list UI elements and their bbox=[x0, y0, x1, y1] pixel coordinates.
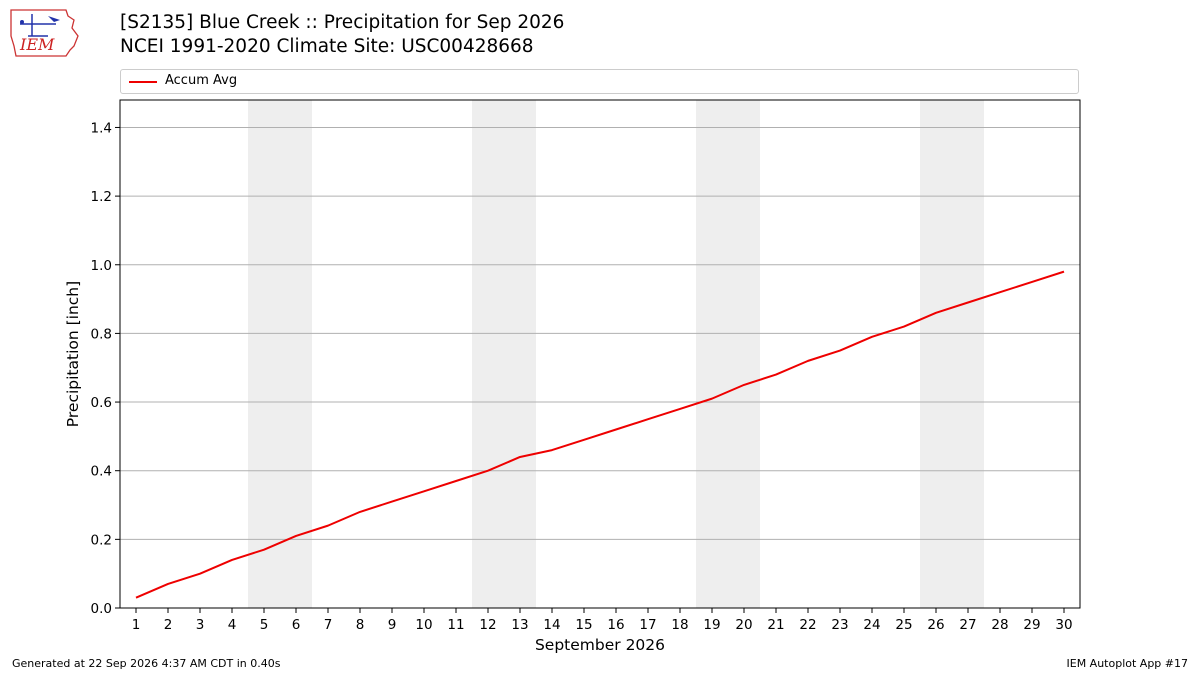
x-axis-ticks: 1 2 3 4 5 6 7 8 9 10 11 12 13 14 15 16 17 18 19 20 21 22 23 24 2… bbox=[132, 608, 1073, 633]
x-tick-label: 26 bbox=[927, 617, 944, 633]
y-axis-label: Precipitation [inch] bbox=[64, 281, 82, 427]
chart-subtitle: NCEI 1991-2020 Climate Site: USC00428668 bbox=[120, 36, 534, 57]
x-tick-label: 11 bbox=[447, 617, 464, 633]
x-tick-label: 7 bbox=[324, 617, 333, 633]
x-tick-label: 6 bbox=[292, 617, 301, 633]
x-tick-label: 15 bbox=[575, 617, 592, 633]
y-tick-label: 1.4 bbox=[91, 120, 112, 136]
x-tick-label: 14 bbox=[543, 617, 560, 633]
generated-timestamp: Generated at 22 Sep 2026 4:37 AM CDT in … bbox=[12, 657, 281, 670]
x-tick-label: 27 bbox=[959, 617, 976, 633]
logo-text: IEM bbox=[19, 35, 55, 54]
x-tick-label: 13 bbox=[511, 617, 528, 633]
legend-label-accum-avg: Accum Avg bbox=[165, 73, 238, 88]
x-tick-label: 29 bbox=[1023, 617, 1040, 633]
weekend-band-3 bbox=[696, 100, 760, 608]
series-line-accum-avg bbox=[135, 270, 1065, 599]
x-tick-label: 8 bbox=[356, 617, 365, 633]
x-tick-label: 16 bbox=[607, 617, 624, 633]
x-tick-label: 20 bbox=[735, 617, 752, 633]
y-tick-label: 0.2 bbox=[91, 532, 112, 548]
y-tick-label: 0.8 bbox=[91, 326, 112, 342]
x-tick-label: 5 bbox=[260, 617, 269, 633]
series-layer bbox=[135, 270, 1065, 599]
y-axis-ticks: 0.0 0.2 0.4 0.6 0.8 1.0 1.2 1.4 bbox=[91, 120, 120, 617]
x-tick-label: 25 bbox=[895, 617, 912, 633]
y-tick-label: 1.2 bbox=[91, 189, 112, 205]
x-tick-label: 23 bbox=[831, 617, 848, 633]
x-tick-label: 1 bbox=[132, 617, 141, 633]
chart-title: [S2135] Blue Creek :: Precipitation for … bbox=[120, 12, 565, 33]
x-tick-label: 10 bbox=[415, 617, 432, 633]
legend: Accum Avg bbox=[120, 69, 1079, 94]
grid-lines bbox=[120, 126, 1080, 540]
x-tick-label: 18 bbox=[671, 617, 688, 633]
weekend-band-1 bbox=[248, 100, 312, 608]
x-axis-label: September 2026 bbox=[535, 636, 665, 654]
x-tick-label: 3 bbox=[196, 617, 205, 633]
app-label: IEM Autoplot App #17 bbox=[1066, 657, 1189, 670]
legend-swatch-accum-avg bbox=[129, 81, 157, 83]
y-tick-label: 0.6 bbox=[91, 395, 112, 411]
y-tick-label: 1.0 bbox=[91, 258, 112, 274]
plot-frame bbox=[119, 99, 1081, 609]
y-tick-label: 0.4 bbox=[91, 464, 112, 480]
x-tick-label: 9 bbox=[388, 617, 397, 633]
weekend-shading bbox=[248, 100, 984, 608]
weekend-band-2 bbox=[472, 100, 536, 608]
weekend-band-4 bbox=[920, 100, 984, 608]
y-tick-label: 0.0 bbox=[91, 601, 112, 617]
weather-station-icon bbox=[20, 14, 60, 37]
x-tick-label: 24 bbox=[863, 617, 880, 633]
x-tick-label: 28 bbox=[991, 617, 1008, 633]
x-tick-label: 17 bbox=[639, 617, 656, 633]
x-tick-label: 19 bbox=[703, 617, 720, 633]
x-tick-label: 4 bbox=[228, 617, 237, 633]
x-tick-label: 21 bbox=[767, 617, 784, 633]
x-tick-label: 22 bbox=[799, 617, 816, 633]
x-tick-label: 12 bbox=[479, 617, 496, 633]
iem-logo: IEM bbox=[10, 9, 79, 57]
x-tick-label: 2 bbox=[164, 617, 173, 633]
x-tick-label: 30 bbox=[1055, 617, 1072, 633]
